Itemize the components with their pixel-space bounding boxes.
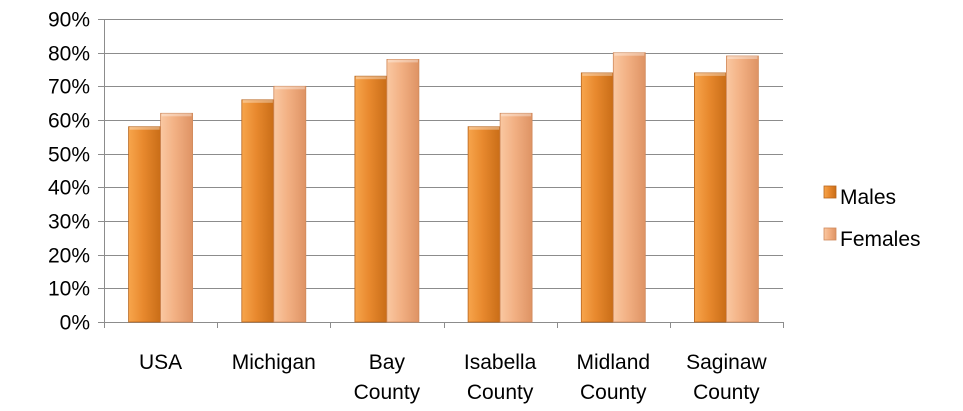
y-tick-label: 50% (48, 144, 90, 167)
bar-highlight (695, 72, 726, 76)
bar-highlight (469, 126, 500, 130)
x-tick-label: USA (139, 351, 182, 374)
bar-highlight (614, 52, 645, 56)
axes (98, 19, 784, 328)
x-tick-label: County (580, 381, 647, 404)
bar-highlight (355, 76, 386, 80)
bar-females (273, 85, 307, 323)
bar-highlight (242, 99, 273, 103)
bar-females (612, 52, 646, 323)
bar-highlight (274, 86, 305, 90)
bar-males (694, 72, 727, 323)
legend: Males Females (823, 185, 921, 251)
legend-label: Females (840, 228, 921, 251)
y-tick-label: 10% (48, 278, 90, 301)
y-tick-label: 60% (48, 110, 90, 133)
bar-females (386, 59, 420, 323)
bar-males (354, 75, 388, 323)
y-tick-label: 40% (48, 177, 90, 200)
y-tick-label: 0% (60, 312, 90, 335)
bar-males (241, 99, 275, 323)
y-tick-label: 80% (48, 43, 90, 66)
bar-highlight (387, 59, 418, 63)
bar-highlight (161, 113, 192, 117)
bar-highlight (582, 72, 613, 76)
y-tick-labels: 0% 10% 20% 30% 40% 50% 60% 70% 80% 90% (48, 9, 90, 335)
y-tick-label: 90% (48, 9, 90, 32)
x-tick-label: Bay (369, 351, 406, 374)
x-tick-label: Saginaw (686, 351, 767, 374)
x-tick-label: County (693, 381, 760, 404)
legend-label: Males (840, 186, 896, 209)
x-tick-label: County (467, 381, 534, 404)
bar-females (726, 55, 759, 323)
x-tick-labels: USA Michigan Bay County Isabella County Midlan… (139, 351, 768, 404)
y-tick-label: 70% (48, 76, 90, 99)
bars (128, 52, 759, 323)
bar-highlight (129, 126, 160, 130)
x-tick-label: County (354, 381, 421, 404)
bar-males (128, 126, 162, 323)
bar-females (499, 112, 533, 323)
bar-highlight (727, 56, 758, 59)
legend-swatch-females (823, 227, 837, 241)
bar-males (467, 126, 501, 323)
x-tick-label: Midland (577, 351, 651, 374)
y-tick-label: 30% (48, 211, 90, 234)
x-tick-label: Michigan (232, 351, 316, 374)
y-tick-label: 20% (48, 245, 90, 268)
legend-swatch-males (823, 185, 837, 199)
bar-females (160, 112, 194, 323)
bar-males (580, 72, 614, 323)
x-tick-label: Isabella (464, 351, 537, 374)
gridlines (104, 19, 783, 289)
bar-highlight (501, 113, 532, 117)
